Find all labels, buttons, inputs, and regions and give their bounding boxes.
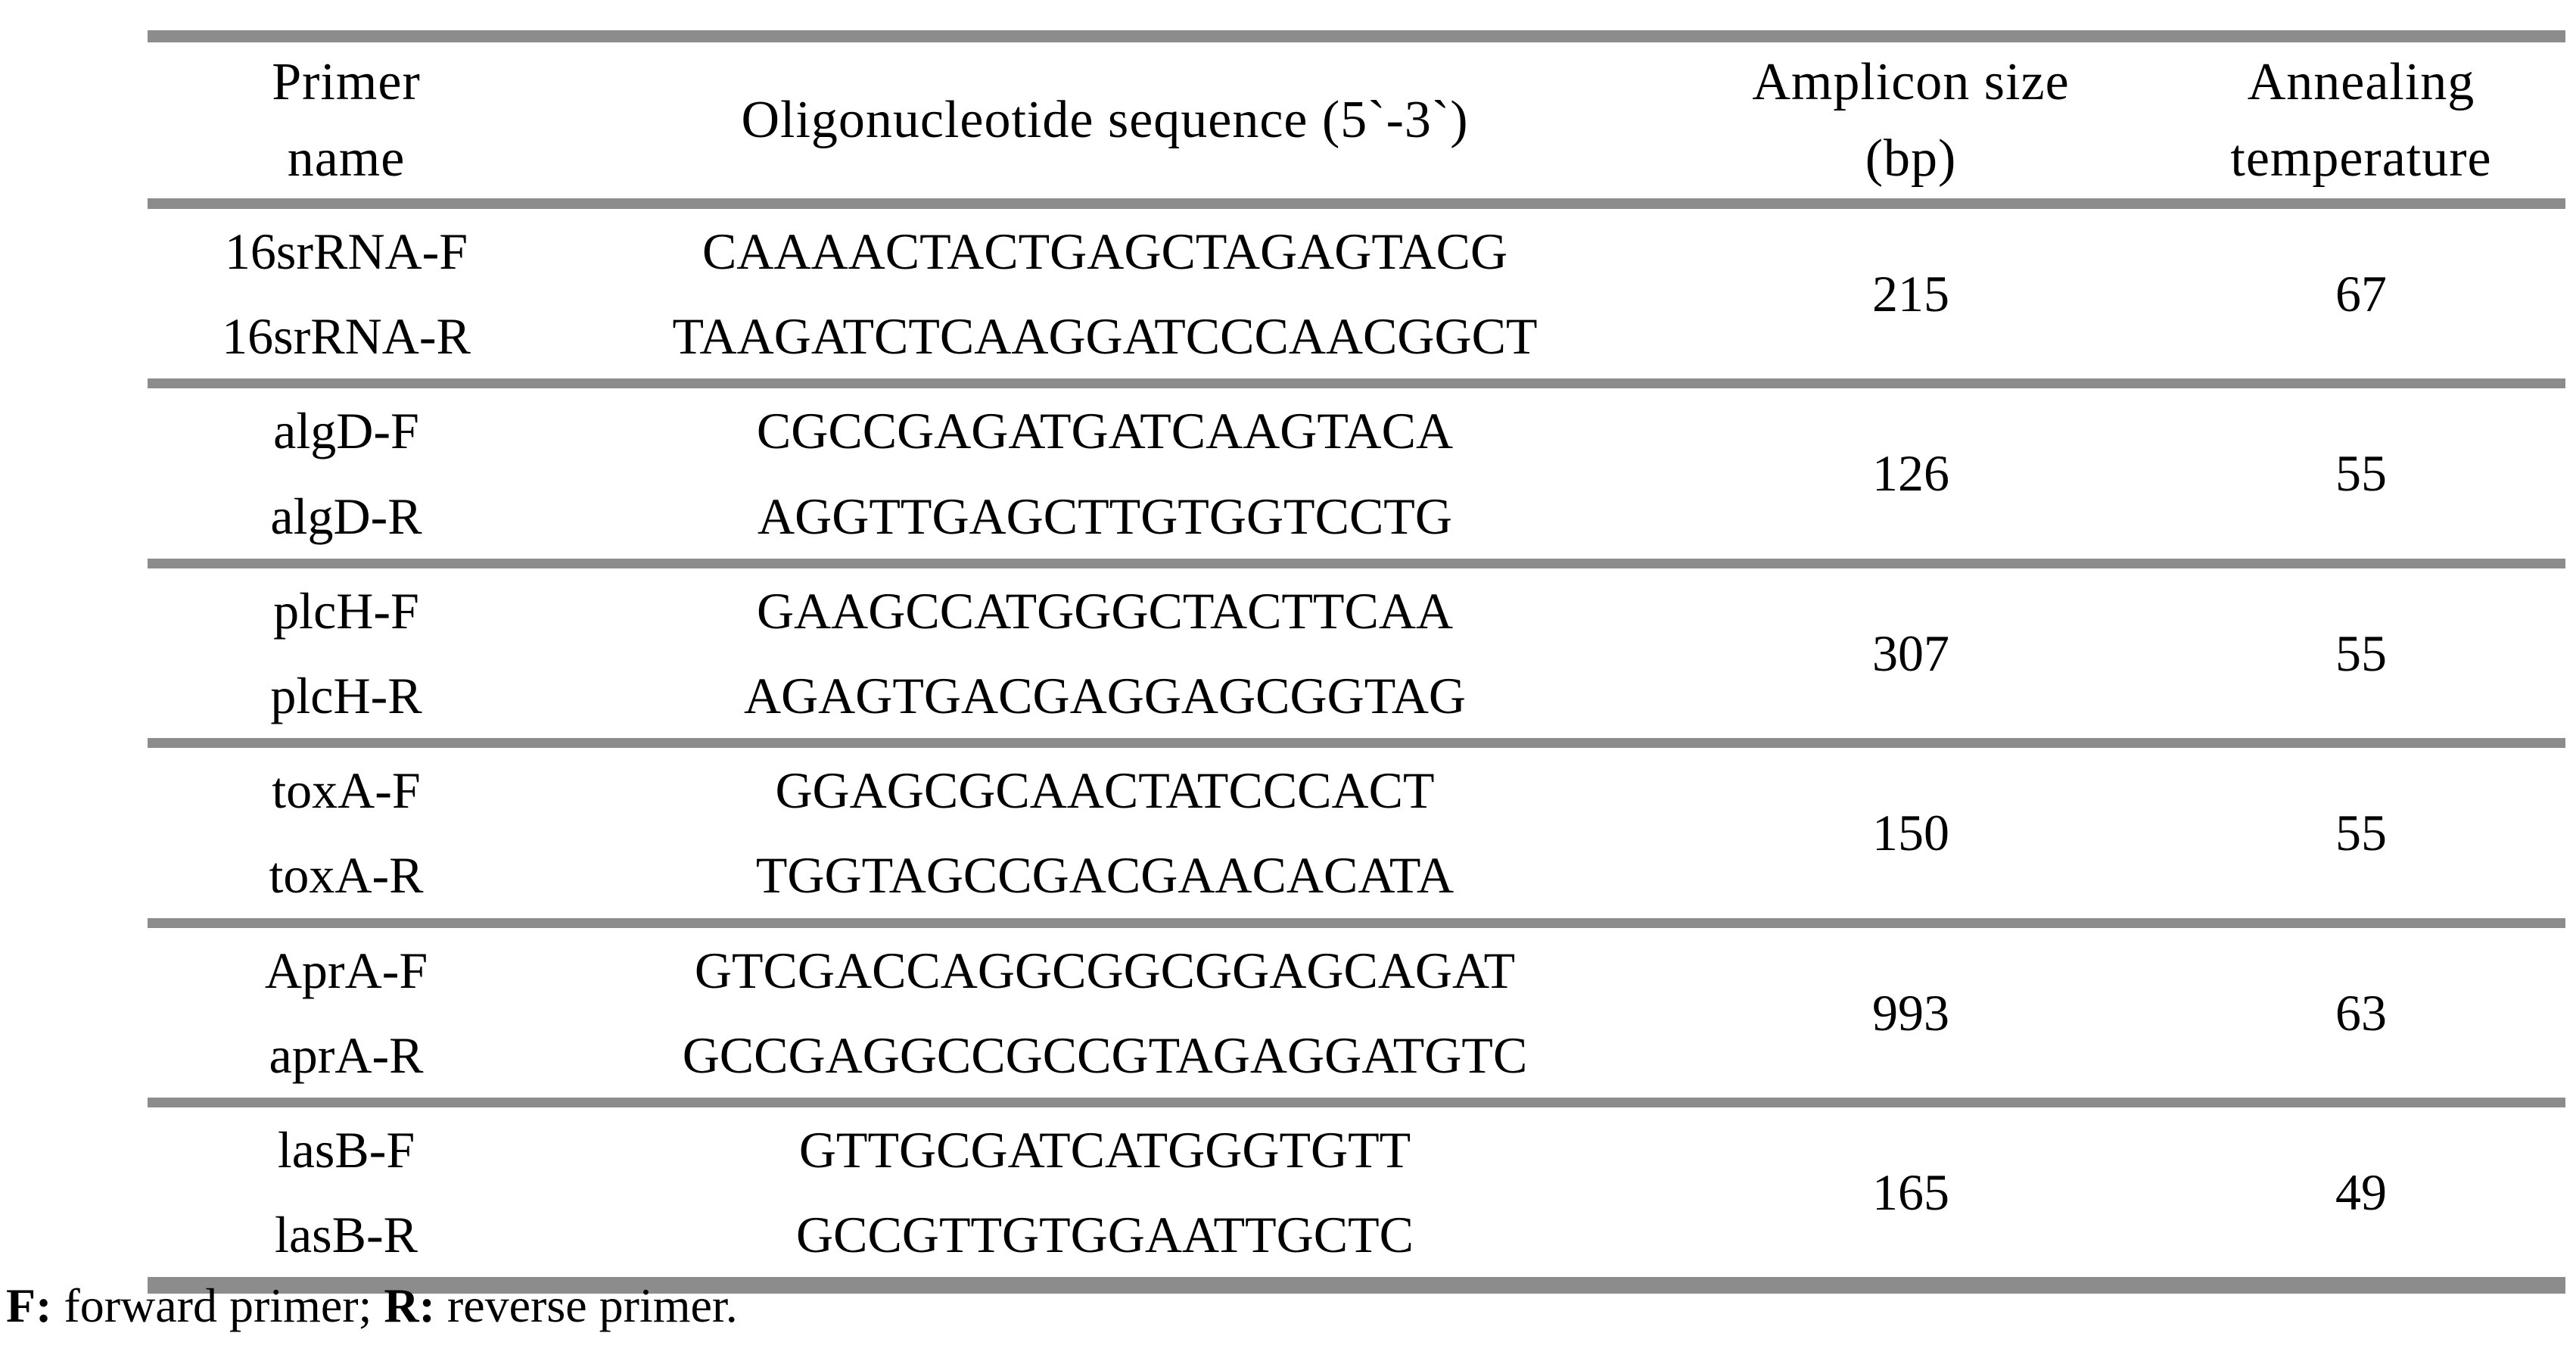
header-cell-sequence: Oligonucleotide sequence (5`-3`) bbox=[545, 42, 1665, 198]
table-row: 16srRNA-F 16srRNA-R CAAAACTACTGAGCTAGAGT… bbox=[148, 209, 2565, 389]
header-cell-annealing: Annealing temperature bbox=[2157, 42, 2565, 198]
annealing-temp-cell: 67 bbox=[2335, 265, 2387, 323]
sequence-cell: GAAGCCATGGGCTACTTCAA AGAGTGACGAGGAGCGGTA… bbox=[545, 568, 1665, 738]
table-footnote: F: forward primer; R: reverse primer. bbox=[6, 1278, 738, 1334]
reverse-sequence: GCCGAGGCCGCCGTAGAGGATGTC bbox=[682, 1026, 1528, 1084]
reverse-sequence: TAAGATCTCAAGGATCCCAACGGCT bbox=[672, 307, 1538, 366]
primer-name-cell: lasB-F lasB-R bbox=[148, 1107, 545, 1277]
annealing-temp-cell: 55 bbox=[2335, 624, 2387, 682]
forward-primer-name: AprA-F bbox=[264, 941, 428, 999]
footnote-f-label: F: bbox=[6, 1278, 52, 1332]
table-row: toxA-F toxA-R GGAGCGCAACTATCCCACT TGGTAG… bbox=[148, 748, 2565, 928]
forward-primer-name: algD-F bbox=[273, 402, 419, 460]
amplicon-size-cell: 126 bbox=[1872, 444, 1949, 503]
amplicon-size-cell: 993 bbox=[1872, 983, 1949, 1042]
reverse-primer-name: lasB-R bbox=[275, 1206, 418, 1264]
header-annealing-line2: temperature bbox=[2230, 129, 2492, 188]
reverse-primer-name: plcH-R bbox=[270, 666, 422, 724]
table-row: AprA-F aprA-R GTCGACCAGGCGGCGGAGCAGAT GC… bbox=[148, 928, 2565, 1107]
primer-table: Primer name Oligonucleotide sequence (5`… bbox=[148, 30, 2565, 1294]
primer-name-cell: AprA-F aprA-R bbox=[148, 928, 545, 1098]
forward-sequence: GAAGCCATGGGCTACTTCAA bbox=[756, 581, 1454, 640]
annealing-temp-cell: 63 bbox=[2335, 983, 2387, 1042]
table-top-rule bbox=[148, 30, 2565, 42]
footnote-r-text: reverse primer. bbox=[434, 1278, 738, 1332]
header-amplicon-line2: (bp) bbox=[1865, 129, 1957, 188]
primer-name-cell: algD-F algD-R bbox=[148, 388, 545, 558]
table-row: lasB-F lasB-R GTTGCGATCATGGGTGTT GCCGTTG… bbox=[148, 1107, 2565, 1294]
primer-name-cell: toxA-F toxA-R bbox=[148, 748, 545, 917]
reverse-primer-name: aprA-R bbox=[269, 1026, 424, 1084]
annealing-temp-cell: 55 bbox=[2335, 804, 2387, 862]
header-annealing-line1: Annealing bbox=[2247, 52, 2475, 111]
forward-primer-name: lasB-F bbox=[277, 1120, 415, 1179]
forward-sequence: CAAAACTACTGAGCTAGAGTACG bbox=[702, 223, 1508, 280]
reverse-sequence: AGAGTGACGAGGAGCGGTAG bbox=[743, 666, 1467, 724]
forward-primer-name: toxA-F bbox=[272, 761, 421, 820]
footnote-r-label: R: bbox=[384, 1278, 435, 1332]
amplicon-size-cell: 307 bbox=[1872, 624, 1949, 682]
reverse-primer-name: 16srRNA-R bbox=[222, 307, 471, 366]
forward-sequence: GGAGCGCAACTATCCCACT bbox=[775, 761, 1435, 820]
forward-primer-name: plcH-F bbox=[273, 581, 419, 640]
header-sequence-label: Oligonucleotide sequence (5`-3`) bbox=[741, 91, 1469, 150]
forward-sequence: CGCCGAGATGATCAAGTACA bbox=[756, 402, 1454, 460]
header-primer-line2: name bbox=[287, 129, 406, 188]
reverse-primer-name: toxA-R bbox=[269, 846, 424, 905]
reverse-primer-name: algD-R bbox=[270, 487, 422, 545]
header-cell-amplicon: Amplicon size (bp) bbox=[1665, 42, 2157, 198]
annealing-temp-cell: 55 bbox=[2335, 444, 2387, 503]
header-cell-primer-name: Primer name bbox=[148, 42, 545, 198]
table-row: plcH-F plcH-R GAAGCCATGGGCTACTTCAA AGAGT… bbox=[148, 568, 2565, 749]
reverse-sequence: TGGTAGCCGACGAACACATA bbox=[755, 846, 1454, 905]
sequence-cell: GTCGACCAGGCGGCGGAGCAGAT GCCGAGGCCGCCGTAG… bbox=[545, 928, 1665, 1098]
sequence-cell: CAAAACTACTGAGCTAGAGTACG TAAGATCTCAAGGATC… bbox=[545, 209, 1665, 378]
sequence-cell: GTTGCGATCATGGGTGTT GCCGTTGTGGAATTGCTC bbox=[545, 1107, 1665, 1277]
forward-sequence: GTCGACCAGGCGGCGGAGCAGAT bbox=[694, 941, 1516, 999]
reverse-sequence: AGGTTGAGCTTGTGGTCCTG bbox=[758, 487, 1452, 545]
forward-primer-name: 16srRNA-F bbox=[224, 223, 468, 280]
amplicon-size-cell: 165 bbox=[1872, 1163, 1949, 1221]
table-header-row: Primer name Oligonucleotide sequence (5`… bbox=[148, 42, 2565, 209]
header-amplicon-line1: Amplicon size bbox=[1752, 52, 2070, 111]
annealing-temp-cell: 49 bbox=[2335, 1163, 2387, 1221]
sequence-cell: CGCCGAGATGATCAAGTACA AGGTTGAGCTTGTGGTCCT… bbox=[545, 388, 1665, 558]
footnote-f-text: forward primer; bbox=[51, 1278, 384, 1332]
table-row: algD-F algD-R CGCCGAGATGATCAAGTACA AGGTT… bbox=[148, 388, 2565, 568]
header-primer-line1: Primer bbox=[272, 52, 421, 111]
primer-name-cell: plcH-F plcH-R bbox=[148, 568, 545, 738]
amplicon-size-cell: 215 bbox=[1872, 265, 1949, 323]
amplicon-size-cell: 150 bbox=[1872, 804, 1949, 862]
reverse-sequence: GCCGTTGTGGAATTGCTC bbox=[796, 1206, 1414, 1264]
forward-sequence: GTTGCGATCATGGGTGTT bbox=[798, 1120, 1411, 1179]
sequence-cell: GGAGCGCAACTATCCCACT TGGTAGCCGACGAACACATA bbox=[545, 748, 1665, 917]
primer-name-cell: 16srRNA-F 16srRNA-R bbox=[148, 209, 545, 378]
